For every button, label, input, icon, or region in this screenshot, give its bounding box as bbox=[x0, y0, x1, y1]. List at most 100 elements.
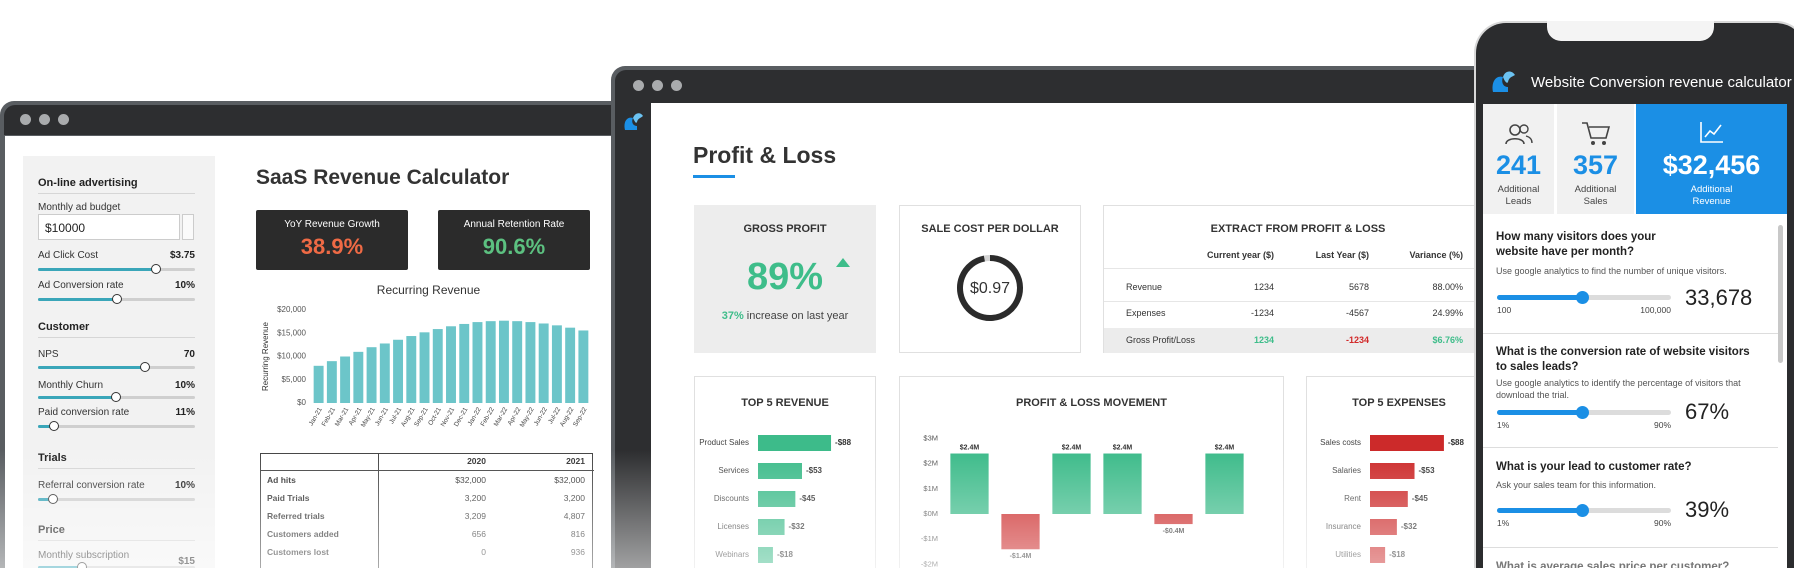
slider-fill bbox=[1497, 508, 1582, 513]
bar bbox=[446, 326, 456, 403]
field-label: Ad Conversion rate bbox=[38, 280, 124, 291]
change-value: 37% bbox=[721, 310, 744, 322]
y-tick-label: -$2M bbox=[921, 559, 938, 568]
row-label: Paid Trials bbox=[267, 493, 310, 503]
data-label: $2.4M bbox=[1215, 444, 1235, 451]
data-label: -$0.4M bbox=[1163, 528, 1185, 535]
cell: 4,807 bbox=[563, 511, 585, 521]
stat-card: 241 Additional Leads bbox=[1483, 104, 1554, 214]
data-label: -$88 bbox=[835, 438, 852, 447]
column-header: Current year ($) bbox=[1206, 250, 1274, 260]
stat-label: Additional Sales bbox=[1574, 184, 1617, 207]
table-divider bbox=[378, 454, 379, 568]
app-title: SaaS Revenue Calculator bbox=[256, 166, 510, 189]
slider[interactable] bbox=[38, 264, 195, 274]
bar bbox=[758, 463, 802, 479]
row-label: Gross Profit/Loss bbox=[1126, 335, 1196, 345]
cell: 1234 bbox=[1253, 282, 1274, 292]
data-label: -$45 bbox=[799, 494, 816, 503]
y-tick-label: Webinars bbox=[715, 550, 749, 559]
row-label: Customers lost bbox=[267, 547, 329, 557]
section-heading: Price bbox=[38, 524, 65, 536]
bar bbox=[1370, 519, 1397, 535]
cell: 24.99% bbox=[1432, 308, 1463, 318]
cell: 5678 bbox=[1348, 282, 1369, 292]
bar bbox=[525, 322, 536, 403]
window-dot bbox=[39, 114, 50, 125]
slider-min: 1% bbox=[1497, 420, 1510, 430]
bar bbox=[758, 435, 832, 451]
bar bbox=[498, 320, 509, 403]
title-underline bbox=[693, 175, 735, 178]
slider[interactable] bbox=[38, 362, 195, 372]
x-tick-label: Sep-21 bbox=[413, 406, 430, 428]
text-input[interactable]: $10000 bbox=[38, 214, 180, 240]
cell: 3,200 bbox=[563, 493, 585, 503]
slider-fill bbox=[38, 268, 156, 271]
slider-knob bbox=[1576, 406, 1589, 419]
slider[interactable] bbox=[38, 392, 195, 402]
bar bbox=[1370, 491, 1408, 507]
row-label: Referred trials bbox=[267, 511, 325, 521]
cell: -1234 bbox=[1345, 335, 1369, 345]
slider-knob bbox=[151, 264, 161, 274]
divider bbox=[38, 540, 195, 541]
bar bbox=[340, 356, 351, 403]
data-label: -$18 bbox=[777, 550, 794, 559]
y-tick-label: $15,000 bbox=[277, 328, 306, 337]
spinner[interactable] bbox=[182, 214, 194, 240]
card-title: TOP 5 EXPENSES bbox=[1352, 397, 1446, 409]
field-label: Referral conversion rate bbox=[38, 480, 145, 491]
slider[interactable] bbox=[38, 294, 195, 304]
kpi-label: Annual Retention Rate bbox=[463, 219, 565, 230]
y-tick-label: $3M bbox=[923, 433, 938, 442]
question-hint: Use google analytics to find the number … bbox=[1496, 266, 1727, 276]
up-arrow bbox=[836, 258, 850, 267]
data-label: -$53 bbox=[1419, 466, 1436, 475]
answer-value: 33,678 bbox=[1685, 285, 1753, 310]
sale-cost-card: SALE COST PER DOLLAR bbox=[899, 205, 1081, 353]
slider[interactable] bbox=[1497, 406, 1671, 419]
bar bbox=[538, 323, 549, 403]
question-hint: Ask your sales team for this information… bbox=[1496, 480, 1657, 490]
cell: 0 bbox=[481, 547, 486, 557]
y-tick-label: $0 bbox=[297, 398, 306, 407]
kpi-label: YoY Revenue Growth bbox=[284, 219, 380, 230]
bar bbox=[353, 351, 364, 403]
slider-fill bbox=[38, 425, 54, 428]
cell: -4567 bbox=[1345, 308, 1369, 318]
slider-fill bbox=[38, 396, 116, 399]
card-title: SALE COST PER DOLLAR bbox=[921, 223, 1059, 235]
cart-icon bbox=[1582, 122, 1611, 145]
slider-max: 90% bbox=[1653, 420, 1671, 430]
donut-chart: $0.97 bbox=[957, 255, 1023, 321]
y-tick-label: $0M bbox=[923, 509, 938, 518]
card-title: GROSS PROFIT bbox=[743, 223, 827, 235]
field-value: 10% bbox=[174, 380, 195, 391]
scrollbar[interactable] bbox=[1778, 225, 1783, 363]
window-dot bbox=[58, 114, 69, 125]
y-tick-label: $2M bbox=[923, 459, 938, 468]
slider[interactable] bbox=[1497, 504, 1671, 517]
section-heading: Trials bbox=[38, 452, 67, 464]
slider-max: 90% bbox=[1653, 518, 1671, 528]
answer-value: 39% bbox=[1685, 497, 1730, 522]
slider[interactable] bbox=[1497, 291, 1671, 304]
divider bbox=[1483, 333, 1778, 334]
slider-max: 100,000 bbox=[1640, 305, 1671, 315]
card-title: EXTRACT FROM PROFIT & LOSS bbox=[1210, 223, 1386, 235]
slider[interactable] bbox=[38, 494, 195, 504]
change-text: increase on last year bbox=[746, 310, 849, 322]
data-label: -$53 bbox=[806, 466, 823, 475]
bar bbox=[432, 329, 443, 403]
bar bbox=[485, 321, 496, 403]
field-label: Monthly subscription bbox=[38, 550, 130, 561]
logo bbox=[624, 113, 643, 130]
slider-knob bbox=[48, 494, 58, 504]
bar bbox=[1001, 514, 1040, 550]
extract-card: EXTRACT FROM PROFIT & LOSS Current year … bbox=[1103, 205, 1524, 353]
question-hint: Use google analytics to identify the per… bbox=[1496, 378, 1741, 400]
stat-label: Additional Revenue bbox=[1690, 184, 1733, 207]
slider[interactable] bbox=[38, 421, 195, 431]
